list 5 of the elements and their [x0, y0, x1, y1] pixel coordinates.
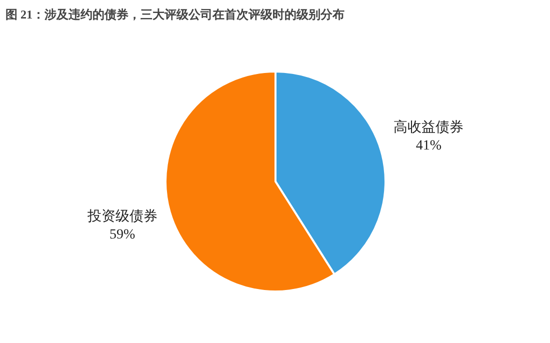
data-label: 59% [110, 228, 136, 242]
slice-label: 高收益债券 [394, 120, 464, 136]
data-label: 41% [416, 138, 442, 154]
chart-title: 图 21：涉及违约的债券，三大评级公司在首次评级时的级别分布 [6, 8, 344, 22]
slice-label: 投资级债券 [86, 208, 158, 224]
